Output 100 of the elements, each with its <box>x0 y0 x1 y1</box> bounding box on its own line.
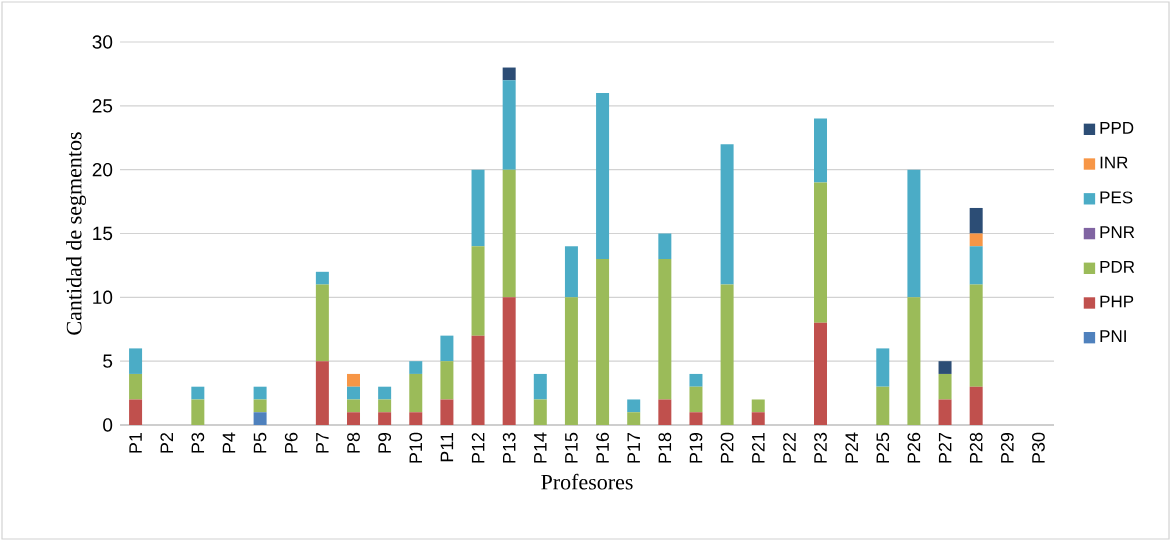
y-tick-label: 20 <box>92 162 113 177</box>
bar <box>129 348 143 374</box>
x-tick-label: P9 <box>378 432 392 453</box>
bar <box>907 169 921 298</box>
legend-label: INR <box>1100 156 1128 169</box>
bar <box>253 412 267 425</box>
bar <box>347 386 360 400</box>
x-tick-label: P2 <box>160 432 173 453</box>
bar <box>876 348 890 387</box>
x-tick-label: P14 <box>534 432 547 463</box>
x-tick-label: P5 <box>253 432 267 453</box>
bar <box>658 259 672 400</box>
bar <box>471 246 485 336</box>
x-tick-label: P19 <box>689 432 703 463</box>
x-tick-label: P30 <box>1032 432 1045 463</box>
x-tick-label: P23 <box>814 432 827 463</box>
x-tick-label: P24 <box>845 432 858 463</box>
bar <box>409 361 423 374</box>
bar <box>689 373 703 387</box>
x-tick-label: P16 <box>596 432 609 463</box>
bar <box>347 412 360 425</box>
x-tick-label: P21 <box>751 432 765 463</box>
x-axis-title: Profesores <box>541 473 633 490</box>
bar <box>907 297 921 425</box>
x-tick-label: P15 <box>565 432 578 463</box>
bar <box>751 399 765 413</box>
bar <box>409 412 423 425</box>
bar <box>440 399 454 425</box>
bar <box>938 399 952 425</box>
x-tick-label: P29 <box>1000 432 1014 463</box>
bar <box>689 386 703 413</box>
legend-label: PPD <box>1100 121 1134 134</box>
bar <box>129 399 143 425</box>
bar <box>969 246 983 285</box>
y-tick-label: 30 <box>92 35 113 49</box>
y-tick-label: 10 <box>93 290 113 305</box>
bar <box>315 271 329 285</box>
bar <box>502 67 516 81</box>
bar <box>378 399 392 413</box>
x-tick-label: P25 <box>876 432 890 463</box>
bar <box>814 182 828 323</box>
x-tick-label: P7 <box>316 432 329 453</box>
bar <box>969 233 983 247</box>
bar <box>627 412 641 425</box>
x-tick-label: P27 <box>938 432 952 463</box>
legend-label: PNI <box>1100 330 1126 343</box>
bar <box>814 322 828 425</box>
legend-label: PNR <box>1100 226 1135 238</box>
x-tick-label: P1 <box>129 432 142 453</box>
bar <box>347 399 360 413</box>
x-tick-label: P22 <box>783 432 796 463</box>
bar <box>533 373 547 400</box>
x-tick-label: P4 <box>222 432 236 453</box>
bar <box>347 373 360 387</box>
bar <box>533 399 547 425</box>
bar <box>564 246 578 298</box>
bar <box>564 297 578 425</box>
bar <box>658 233 672 260</box>
bar <box>253 386 267 400</box>
bar <box>471 169 485 247</box>
x-tick-label: P6 <box>284 432 298 453</box>
y-axis-title: Cantidad de segmentos <box>66 132 87 335</box>
bar <box>689 412 703 425</box>
y-tick-label: 15 <box>93 226 113 241</box>
x-tick-label: P10 <box>409 432 423 463</box>
bar <box>315 361 329 425</box>
bar <box>720 284 734 425</box>
x-tick-label: P12 <box>471 432 485 463</box>
bar <box>471 335 485 425</box>
x-tick-label: P26 <box>907 432 921 463</box>
legend-label: PHP <box>1100 295 1134 308</box>
bar <box>938 373 952 400</box>
bar <box>502 80 516 170</box>
bar <box>969 386 983 425</box>
bar <box>658 399 672 425</box>
bar <box>596 93 610 260</box>
bar <box>191 386 205 400</box>
y-tick-label: 5 <box>103 354 113 368</box>
bar <box>876 386 890 425</box>
x-tick-label: P20 <box>720 432 734 463</box>
legend-label: PDR <box>1100 260 1135 273</box>
bar <box>969 284 983 387</box>
bar <box>409 373 423 413</box>
x-tick-label: P11 <box>440 432 454 462</box>
bar <box>191 399 205 425</box>
bar <box>627 399 641 413</box>
x-tick-label: P28 <box>969 432 983 463</box>
x-tick-label: P8 <box>347 432 360 453</box>
bar <box>378 386 392 400</box>
bar <box>751 412 765 425</box>
bar <box>969 207 983 234</box>
x-tick-label: P17 <box>627 432 640 463</box>
bar <box>938 361 952 374</box>
legend-label: PES <box>1100 191 1133 204</box>
bar <box>129 373 143 400</box>
bar <box>378 412 392 425</box>
y-tick-label: 25 <box>92 99 113 113</box>
x-tick-label: P3 <box>191 432 205 453</box>
bar <box>720 144 734 285</box>
bar <box>253 399 267 413</box>
